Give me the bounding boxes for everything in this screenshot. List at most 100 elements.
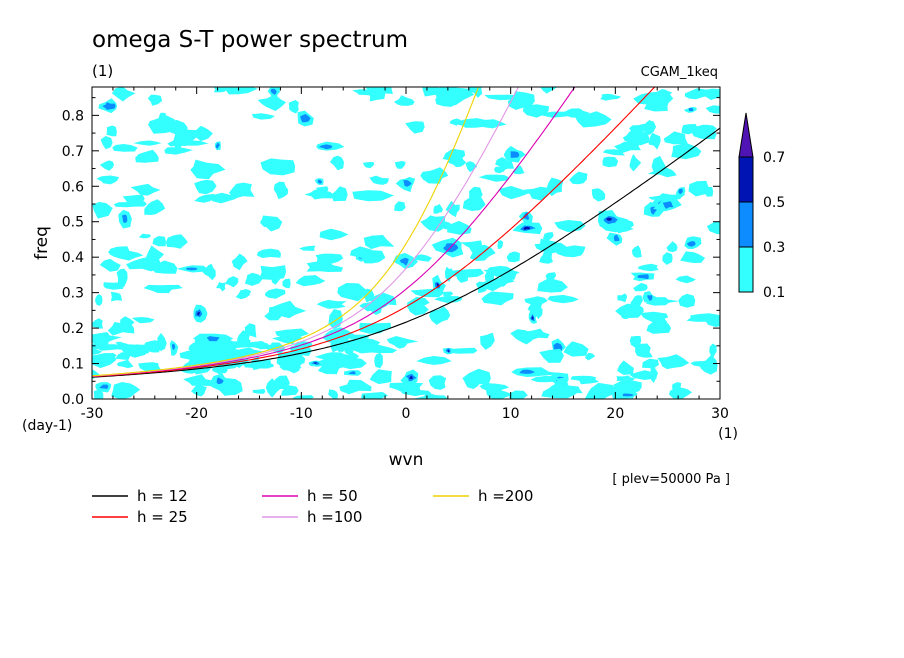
contour-level-0.1 bbox=[274, 375, 290, 390]
contour-level-0.1 bbox=[650, 366, 658, 383]
colorbar-segment bbox=[738, 156, 754, 203]
contour-level-0.3 bbox=[171, 343, 176, 350]
contour-level-0.1 bbox=[656, 89, 673, 96]
contour-level-0.1 bbox=[394, 161, 406, 169]
x-tick-label: 0 bbox=[402, 406, 411, 422]
contour-level-0.1 bbox=[541, 386, 577, 399]
contour-level-0.1 bbox=[130, 183, 161, 196]
contour-level-0.1 bbox=[702, 88, 720, 100]
contour-level-0.5 bbox=[531, 316, 534, 320]
contour-level-0.1 bbox=[429, 306, 451, 325]
contour-level-0.1 bbox=[651, 155, 666, 173]
contour-level-0.3 bbox=[318, 144, 333, 150]
contour-level-0.1 bbox=[244, 272, 263, 286]
contour-level-0.1 bbox=[369, 369, 392, 385]
contour-level-0.1 bbox=[662, 252, 673, 265]
chart-title: omega S-T power spectrum bbox=[92, 27, 408, 53]
contour-level-0.1 bbox=[92, 201, 113, 219]
contour-level-0.1 bbox=[506, 251, 520, 263]
contour-level-0.1 bbox=[415, 254, 432, 262]
contour-level-0.1 bbox=[293, 395, 315, 399]
contour-level-0.1 bbox=[467, 87, 483, 98]
contour-level-0.5 bbox=[523, 226, 531, 230]
x-tick-label: -10 bbox=[290, 406, 313, 422]
contour-level-0.1 bbox=[359, 300, 389, 312]
dispersion-curves bbox=[92, 87, 720, 378]
dispersion-curve bbox=[92, 87, 656, 378]
contour-level-0.1 bbox=[699, 355, 718, 375]
x-tick-label: -20 bbox=[185, 406, 208, 422]
contour-level-0.1 bbox=[452, 118, 487, 128]
contour-level-0.1 bbox=[99, 258, 121, 272]
contour-level-0.1 bbox=[678, 293, 696, 308]
colorbar-segment bbox=[738, 201, 754, 248]
y-tick-label: 0.1 bbox=[62, 357, 84, 373]
legend-label: h = 50 bbox=[307, 487, 358, 505]
contour-level-0.1 bbox=[633, 282, 648, 292]
contour-level-0.1 bbox=[600, 222, 634, 233]
contour-level-0.5 bbox=[408, 376, 413, 380]
contour-level-0.1 bbox=[394, 201, 406, 212]
legend-label: h =100 bbox=[307, 508, 362, 526]
contour-level-0.1 bbox=[339, 379, 372, 395]
contour-level-0.1 bbox=[257, 94, 286, 111]
contour-level-0.1 bbox=[92, 334, 110, 346]
contour-level-0.1 bbox=[637, 263, 659, 272]
contour-level-0.1 bbox=[401, 389, 427, 397]
contour-level-0.1 bbox=[116, 268, 128, 288]
contour-level-0.1 bbox=[620, 312, 629, 320]
legend-label: h = 12 bbox=[137, 487, 188, 505]
contour-level-0.1 bbox=[648, 132, 661, 150]
contour-level-0.1 bbox=[530, 375, 559, 383]
contour-level-0.1 bbox=[92, 348, 102, 355]
contour-level-0.1 bbox=[523, 186, 549, 201]
contour-level-0.1 bbox=[331, 186, 348, 202]
contour-level-0.1 bbox=[545, 272, 557, 281]
contour-level-0.1 bbox=[330, 155, 344, 171]
contour-level-0.1 bbox=[152, 236, 166, 247]
contour-level-0.1 bbox=[272, 332, 304, 345]
contour-level-0.1 bbox=[629, 370, 657, 380]
contour-level-0.1 bbox=[299, 245, 316, 251]
contour-level-0.1 bbox=[629, 336, 642, 348]
contour-level-0.1 bbox=[394, 339, 408, 349]
contour-level-0.1 bbox=[369, 175, 389, 185]
legend: h = 12 h = 25 h = 50 h =100 h =200 bbox=[92, 487, 533, 526]
y-tick-label: 0.4 bbox=[62, 250, 84, 266]
contour-level-0.1 bbox=[265, 378, 282, 398]
colorbar: 0.7 0.5 0.3 0.1 bbox=[738, 112, 785, 301]
contour-level-0.1 bbox=[537, 277, 568, 293]
contour-level-0.3 bbox=[622, 393, 634, 397]
contour-level-0.1 bbox=[150, 260, 178, 274]
contour-level-0.3 bbox=[510, 151, 520, 158]
contour-level-0.1 bbox=[165, 234, 188, 249]
y-unit-label: (day-1) bbox=[22, 418, 72, 434]
contour-level-0.3 bbox=[215, 142, 220, 149]
contour-level-0.1 bbox=[328, 389, 338, 399]
contour-level-0.1 bbox=[108, 250, 144, 261]
contour-level-0.1 bbox=[563, 341, 589, 357]
y-tick-label: 0.7 bbox=[62, 144, 84, 160]
contour-level-0.1 bbox=[478, 174, 509, 182]
contour-level-0.1 bbox=[374, 352, 383, 369]
contour-level-0.1 bbox=[260, 218, 276, 228]
contour-level-0.1 bbox=[92, 318, 104, 329]
contour-level-0.1 bbox=[352, 190, 394, 202]
contour-level-0.1 bbox=[663, 131, 688, 145]
contour-level-0.1 bbox=[643, 120, 657, 136]
contour-level-0.1 bbox=[554, 220, 586, 233]
contour-level-0.3 bbox=[399, 257, 409, 266]
y-tick-label: 0.3 bbox=[62, 286, 84, 302]
contour-level-0.1 bbox=[681, 124, 698, 135]
contour-level-0.1 bbox=[433, 203, 443, 214]
contour-level-0.1 bbox=[547, 294, 579, 304]
contour-level-0.1 bbox=[510, 329, 534, 345]
contour-level-0.1 bbox=[479, 383, 510, 393]
contour-level-0.5 bbox=[606, 217, 612, 221]
y-tick-label: 0.5 bbox=[62, 215, 84, 231]
contour-level-0.1 bbox=[495, 157, 515, 171]
contour-level-0.1 bbox=[416, 356, 452, 365]
contour-level-0.1 bbox=[420, 167, 449, 184]
colorbar-label: 0.3 bbox=[763, 240, 785, 256]
